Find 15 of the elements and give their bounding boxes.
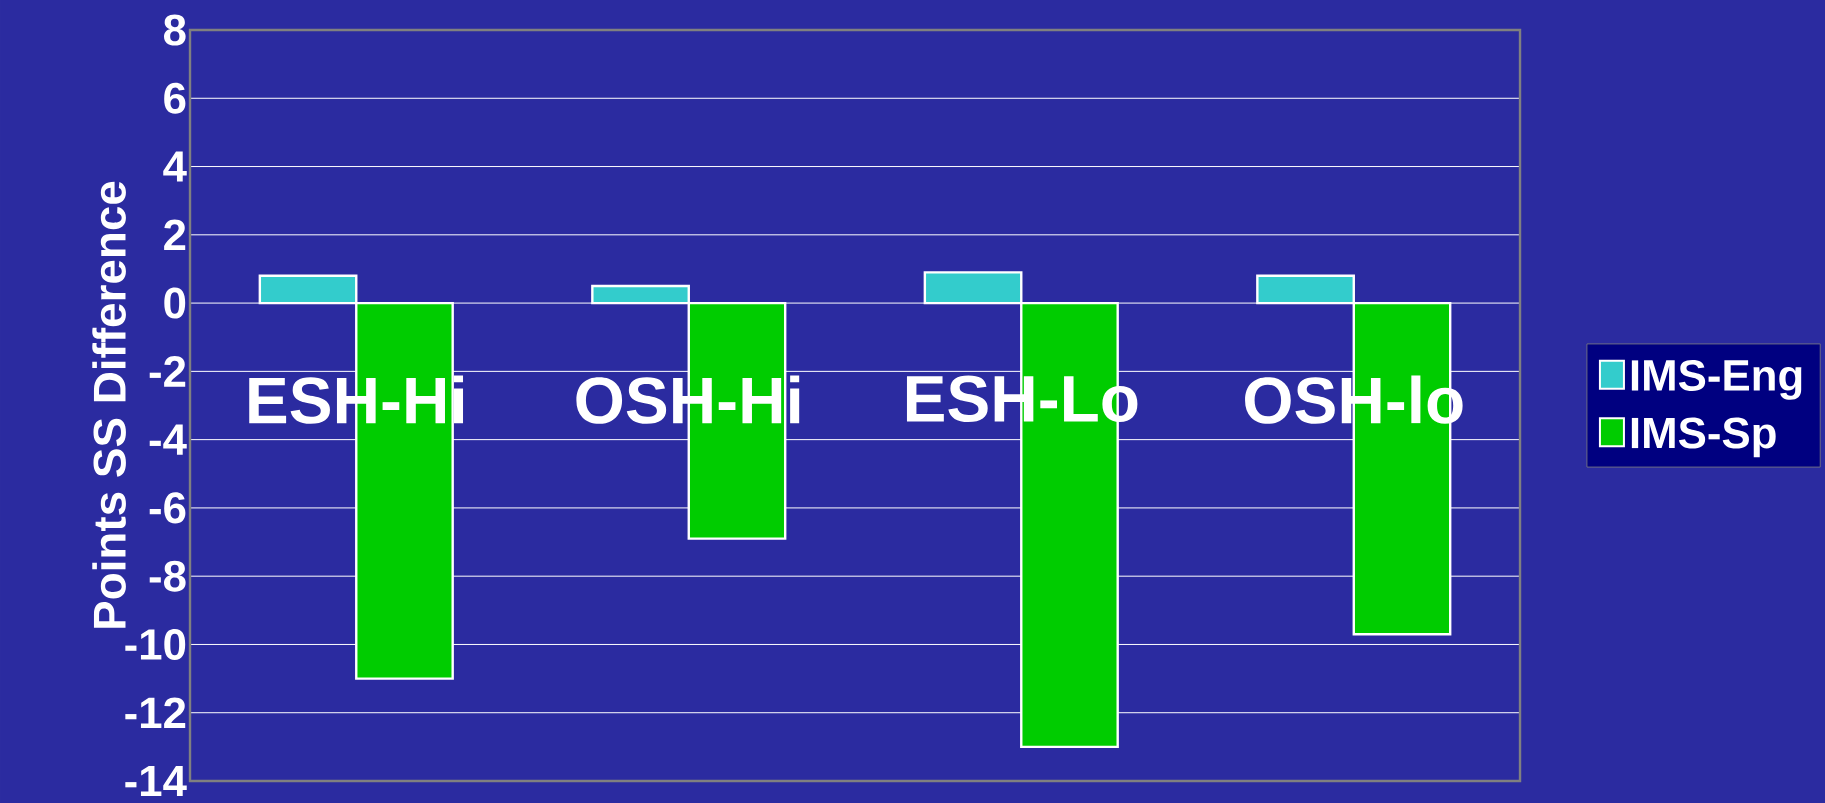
y-tick-label: 8 — [164, 14, 186, 46]
y-axis-title: Points SS Difference — [92, 181, 126, 628]
y-tick-label: 2 — [164, 219, 186, 251]
y-tick-label: -4 — [149, 424, 187, 455]
legend-label: IMS-Sp — [1631, 417, 1776, 458]
y-tick-label: 6 — [164, 82, 186, 114]
y-tick-label: -10 — [125, 628, 186, 660]
y-tick-label: 4 — [163, 151, 187, 182]
legend-label: IMS-Eng — [1631, 359, 1802, 400]
y-tick-label: -12 — [125, 697, 186, 729]
y-tick-label: -8 — [149, 560, 186, 592]
y-tick-label: -6 — [149, 492, 186, 524]
y-tick-label: -2 — [149, 356, 186, 387]
y-tick-label: -14 — [125, 765, 187, 797]
y-tick-label: 0 — [164, 287, 186, 319]
